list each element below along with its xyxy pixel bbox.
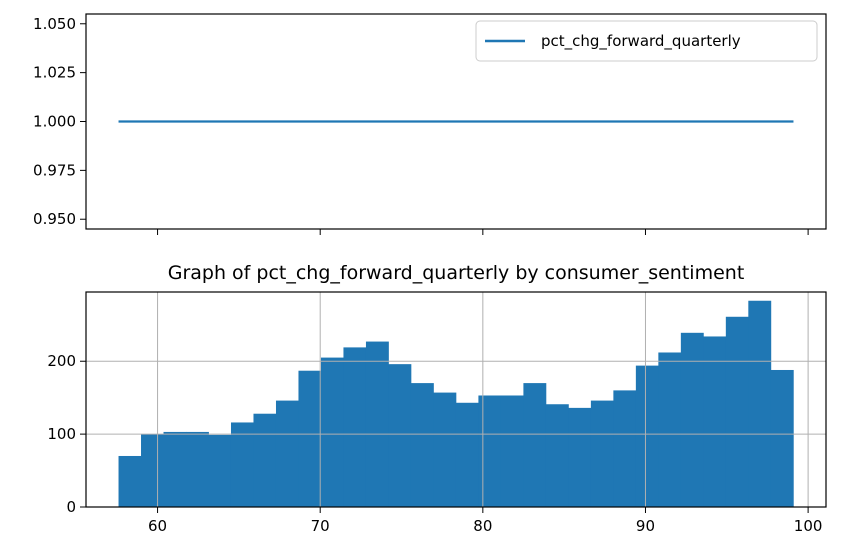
histogram-bar: [455, 402, 479, 507]
histogram-bar: [635, 365, 659, 507]
histogram-bar: [343, 347, 367, 507]
histogram-bar: [275, 400, 299, 507]
legend: pct_chg_forward_quarterly: [475, 20, 818, 62]
histogram-panel: Graph of pct_chg_forward_quarterly by co…: [47, 262, 827, 535]
x-tick-label: 90: [636, 517, 655, 535]
histogram-bar: [545, 404, 569, 507]
histogram-bar: [500, 395, 524, 507]
x-tick-label: 100: [794, 517, 823, 535]
legend-entry: pct_chg_forward_quarterly: [541, 32, 741, 51]
line-x-ticks: [157, 229, 809, 235]
y-tick-label: 1.000: [33, 113, 76, 131]
histogram-bar: [613, 390, 637, 507]
x-tick-label: 70: [311, 517, 330, 535]
histogram-bar: [118, 455, 142, 507]
histogram-bar: [298, 370, 322, 507]
x-tick-label: 60: [148, 517, 167, 535]
y-tick-label: 200: [47, 352, 76, 370]
y-tick-label: 0: [66, 498, 76, 516]
histogram-y-ticks: 0 100 200: [47, 352, 86, 516]
y-tick-label: 0.950: [33, 210, 76, 228]
histogram-bar: [748, 300, 772, 507]
line-plot-frame: [85, 13, 827, 230]
histogram-title: Graph of pct_chg_forward_quarterly by co…: [168, 262, 745, 284]
histogram-bar: [433, 392, 457, 507]
legend-box: [475, 20, 818, 62]
histogram-bar: [410, 383, 434, 507]
histogram-bar: [163, 431, 187, 507]
histogram-bar: [208, 434, 232, 507]
histogram-bar: [478, 395, 502, 507]
histogram-bar: [680, 332, 704, 507]
histogram-bar: [568, 407, 592, 507]
histogram-plot-frame: [85, 291, 827, 508]
histogram-x-ticks: 60 70 80 90 100: [148, 507, 822, 535]
histogram-bar: [186, 431, 209, 507]
histogram-bars: [118, 300, 794, 507]
y-tick-label: 0.975: [33, 161, 76, 179]
histogram-bar: [770, 369, 794, 507]
line-y-ticks: 0.950 0.975 1.000 1.025 1.050: [33, 15, 86, 228]
y-tick-label: 1.025: [33, 64, 76, 82]
histogram-bar: [365, 341, 389, 507]
line-panel: 0.950 0.975 1.000 1.025 1.050 pct_chg_forwar…: [33, 13, 827, 235]
histogram-bar: [320, 357, 344, 507]
histogram-bar: [590, 400, 614, 507]
histogram-bar: [253, 413, 277, 507]
histogram-bar: [523, 383, 547, 507]
histogram-bar: [725, 316, 749, 507]
histogram-bar: [658, 352, 682, 507]
histogram-bar: [703, 336, 727, 507]
y-tick-label: 100: [47, 425, 76, 443]
x-tick-label: 80: [473, 517, 492, 535]
histogram-bar: [141, 434, 164, 507]
y-tick-label: 1.050: [33, 15, 76, 33]
histogram-bar: [230, 422, 254, 507]
histogram-bar: [388, 364, 412, 507]
